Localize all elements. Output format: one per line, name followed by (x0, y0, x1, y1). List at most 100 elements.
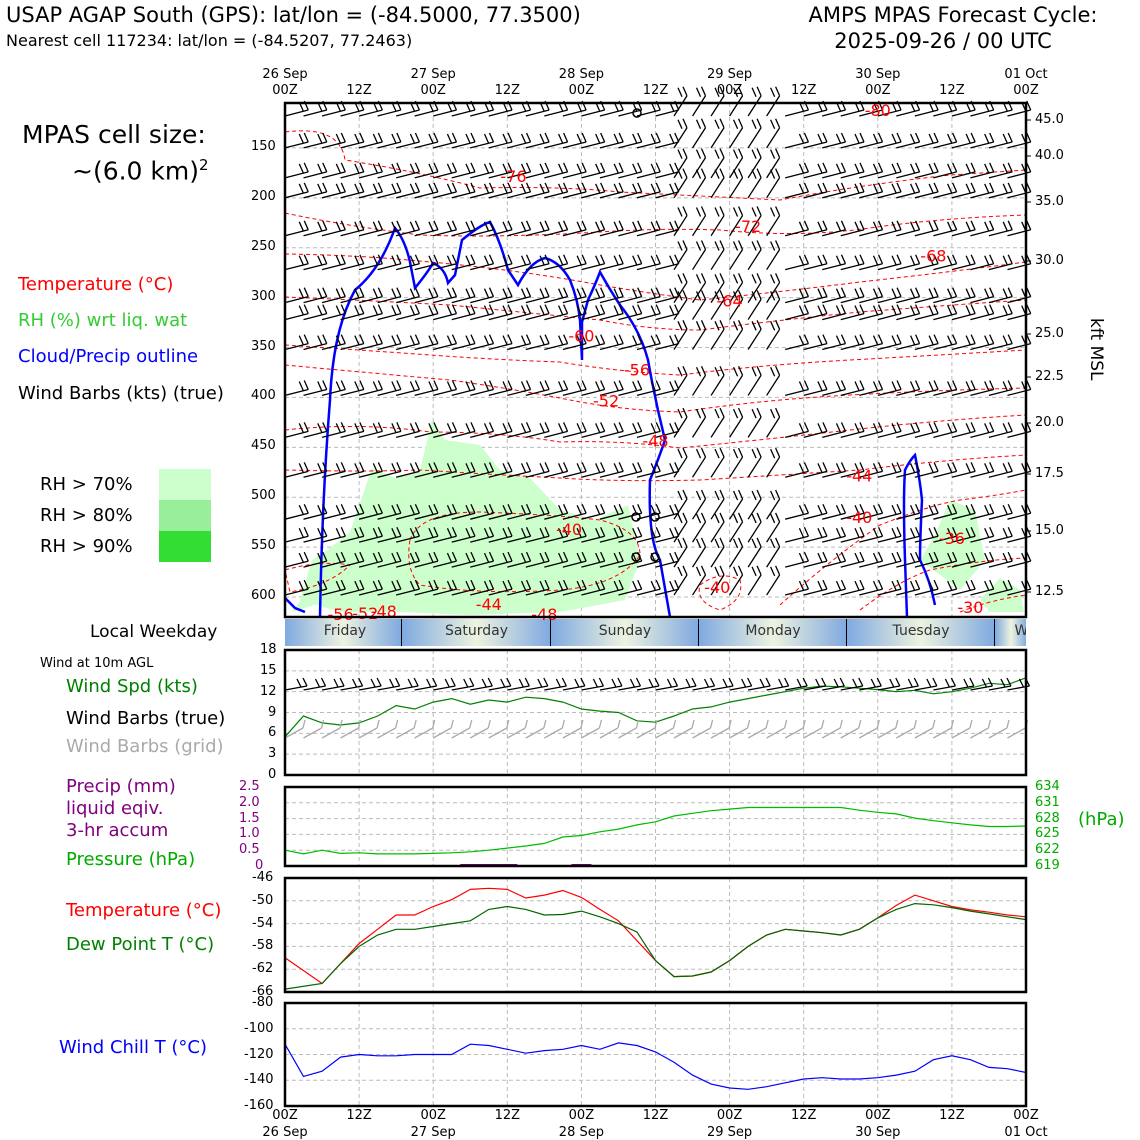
wind-barb-flag (1002, 580, 1008, 591)
wind-barb (303, 141, 327, 149)
wind-barb (395, 342, 420, 351)
wind-barb-flag (947, 183, 953, 194)
wind-barb (581, 313, 605, 321)
wind-barb (692, 282, 707, 303)
wind-barb-flag (970, 334, 976, 344)
wind-barb-flag (803, 254, 810, 265)
wind-barb-flag (335, 580, 341, 591)
wind-barb-flag (595, 552, 601, 563)
wind-barb-flag (714, 566, 720, 577)
wind-barb-flag (335, 163, 341, 174)
wind-barb (599, 512, 624, 520)
wind-barb-flag (835, 255, 842, 266)
wind-barb (414, 342, 439, 351)
wind-barb-flag (595, 504, 601, 515)
wind-barb (488, 430, 513, 438)
wind-barb-flag (525, 462, 532, 472)
wind-barb (859, 263, 883, 271)
wind-barb-flag (502, 133, 508, 144)
wind-barb (951, 229, 976, 237)
wind-barb-flag (984, 163, 990, 174)
wind-barb-flag (928, 552, 934, 563)
wind-barb-flag (896, 220, 902, 231)
wind-barb-grid (784, 719, 788, 729)
wind-barb (414, 512, 439, 520)
wind-barb-flag (470, 526, 476, 537)
pressure-tick: 400 (251, 388, 276, 404)
wind-barb-flag (650, 423, 656, 433)
wind-barb (896, 560, 920, 568)
wind-barb-flag (451, 182, 458, 193)
wind-barb-10m (876, 677, 882, 687)
wind-barb-flag (872, 335, 879, 345)
wind-barb-flag (465, 381, 471, 391)
wind-barb-flag (770, 274, 776, 284)
wind-barb-flag (909, 423, 916, 433)
wind-barb (896, 141, 920, 149)
wind-barb (433, 342, 457, 351)
wind-speed-label: Wind Spd (kts) (66, 676, 198, 697)
wind-barb-flag (700, 320, 707, 330)
wind-barb (710, 177, 725, 199)
wind-barb-flag (835, 288, 842, 298)
wind-barb (877, 535, 902, 543)
y-tick: -80 (252, 995, 274, 1010)
wind-barb (914, 313, 939, 321)
wind-barb (933, 470, 957, 478)
wind-barb-10m (766, 685, 789, 691)
wind-barb-flag (465, 504, 471, 515)
precip-tick: 1.5 (239, 810, 260, 826)
wind-barb-flag (396, 462, 402, 472)
wind-barb (321, 470, 346, 478)
wind-barb (822, 535, 846, 543)
wind-barb (729, 546, 744, 568)
wind-barb (970, 588, 994, 596)
wind-barb-grid (970, 727, 989, 739)
wind-barb-flag (737, 148, 744, 158)
wind-barb-flag (914, 254, 921, 265)
wind-barb-flag (539, 504, 545, 515)
wind-barb (673, 157, 688, 179)
wind-barb (859, 560, 883, 568)
wind-barb-flag (502, 335, 508, 345)
temperature-contour-label: -40 (556, 520, 582, 539)
wind-barb-flag (859, 462, 865, 472)
wind-barb-10m (913, 677, 919, 687)
wind-barb-flag (682, 407, 688, 418)
wind-barb-flag (563, 503, 569, 514)
wind-barb (729, 521, 744, 543)
wind-barb-flag (322, 220, 328, 231)
wind-barb (618, 560, 642, 568)
forecast-cycle-date: 2025-09-26 / 00 UTC (834, 29, 1052, 53)
wind-barb-10m (728, 677, 734, 687)
wind-barb-flag (719, 290, 725, 300)
wind-barb-flag (909, 335, 916, 345)
wind-barb (303, 388, 327, 397)
wind-barb-flag (558, 335, 564, 345)
wind-barb-flag (563, 380, 569, 390)
wind-barb (340, 430, 364, 438)
wind-barb (896, 388, 920, 397)
wind-barb-flag (563, 220, 569, 231)
wind-barb (785, 430, 809, 438)
wind-barb (358, 296, 383, 304)
wind-barb (840, 588, 865, 596)
wind-barb (747, 282, 762, 303)
wind-barb (581, 470, 605, 478)
wind-barb-flag (340, 526, 346, 537)
wind-barb (470, 263, 494, 271)
wind-barb-flag (613, 183, 619, 194)
pressure-tick: 350 (251, 338, 276, 354)
wind-barb-flag (303, 526, 309, 537)
wind-barb-flag (558, 221, 564, 232)
wind-barb-flag (298, 288, 304, 298)
wind-barb-flag (989, 579, 995, 590)
wind-barb (488, 191, 513, 199)
wind-barb-flag (682, 86, 688, 97)
wind-barb-10m (451, 685, 474, 691)
wind-barb-flag (854, 463, 860, 473)
precip-label-3: 3-hr accum (66, 820, 169, 841)
wind-barb-10m (895, 677, 901, 687)
wind-barb-flag (756, 447, 762, 458)
wind-barb-flag (859, 380, 865, 390)
